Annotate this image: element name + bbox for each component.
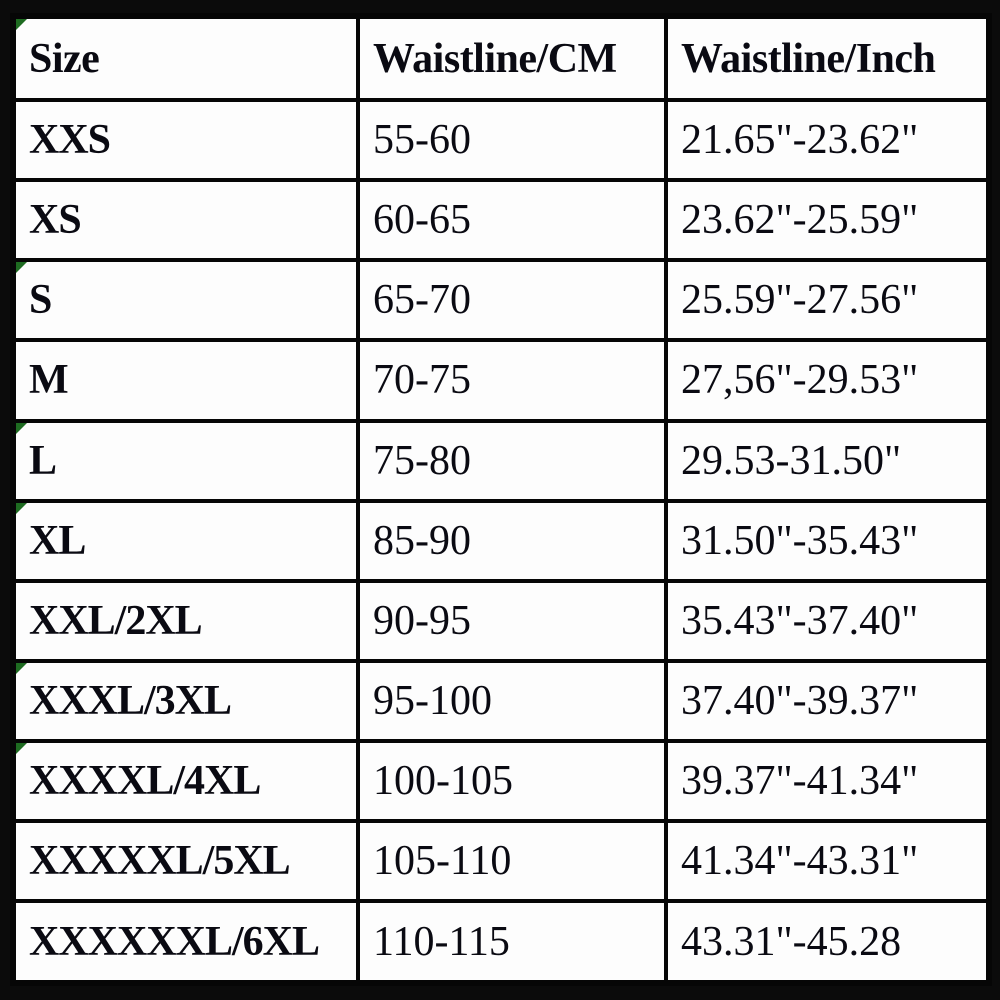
- size-cell: XL: [11, 498, 360, 583]
- table-row: XXL/2XL 90-95 35.43"-37.40": [11, 578, 991, 663]
- size-cell: XXL/2XL: [11, 578, 360, 663]
- table-row: XXXXXXL/6XL 110-115 43.31"-45.28: [11, 899, 991, 985]
- waistline-inch-cell: 35.43"-37.40": [664, 578, 991, 663]
- cell-corner-marker-icon: [17, 504, 27, 514]
- waistline-inch-cell: 37.40"-39.37": [664, 658, 991, 744]
- table-row: XXS 55-60 21.65"-23.62": [11, 97, 991, 183]
- cell-corner-marker-icon: [17, 664, 27, 674]
- size-label: XXXXXL/5XL: [29, 838, 291, 885]
- table-row: L 75-80 29.53-31.50": [11, 418, 991, 503]
- table-row: XXXXXL/5XL 105-110 41.34"-43.31": [11, 819, 991, 904]
- waistline-cm-cell: 85-90: [356, 498, 668, 583]
- waistline-inch-cell: 41.34"-43.31": [664, 819, 991, 904]
- cell-corner-marker-icon: [17, 745, 27, 754]
- waistline-cm-cell: 95-100: [356, 658, 668, 744]
- size-cell: L: [11, 418, 360, 503]
- waistline-inch-cell: 27,56"-29.53": [664, 338, 991, 423]
- waistline-cm-cell: 75-80: [356, 418, 668, 503]
- size-label: XXS: [29, 117, 111, 164]
- waistline-inch-cell: 25.59"-27.56": [664, 258, 991, 343]
- size-cell: XXXXXXL/6XL: [11, 899, 360, 985]
- size-label: XXXXXXL/6XL: [29, 918, 320, 965]
- waistline-cm-cell: 70-75: [356, 338, 668, 423]
- table-row: XXXL/3XL 95-100 37.40"-39.37": [11, 658, 991, 744]
- table-row: S 65-70 25.59"-27.56": [11, 258, 991, 343]
- table-row: XL 85-90 31.50"-35.43": [11, 498, 991, 583]
- size-label: XXXL/3XL: [29, 677, 232, 724]
- size-chart-table: Size Waistline/CM Waistline/Inch XXS 55-…: [10, 13, 992, 986]
- waistline-cm-cell: 55-60: [356, 97, 668, 183]
- waistline-cm-cell: 90-95: [356, 578, 668, 663]
- waistline-inch-cell: 39.37"-41.34": [664, 738, 991, 824]
- waistline-cm-column-header: Waistline/CM: [356, 14, 668, 102]
- waistline-cm-cell: 60-65: [356, 178, 668, 263]
- size-chart-sheet: Size Waistline/CM Waistline/Inch XXS 55-…: [10, 13, 992, 986]
- waistline-cm-cell: 65-70: [356, 258, 668, 343]
- size-cell: XXXXXL/5XL: [11, 819, 360, 904]
- size-cell: M: [11, 338, 360, 423]
- size-label: XS: [29, 197, 82, 244]
- waistline-inch-cell: 21.65"-23.62": [664, 97, 991, 183]
- size-label: XXL/2XL: [29, 597, 203, 644]
- table-row: M 70-75 27,56"-29.53": [11, 338, 991, 423]
- size-cell: XXXL/3XL: [11, 658, 360, 744]
- size-label: L: [29, 437, 57, 484]
- size-cell: XS: [11, 178, 360, 263]
- size-column-header-label: Size: [29, 35, 100, 82]
- size-label: S: [29, 277, 52, 324]
- waistline-inch-cell: 29.53-31.50": [664, 418, 991, 503]
- size-label: M: [29, 357, 69, 404]
- size-cell: XXS: [11, 97, 360, 183]
- size-label: XL: [29, 517, 86, 564]
- waistline-inch-column-header: Waistline/Inch: [664, 14, 991, 102]
- waistline-inch-cell: 31.50"-35.43": [664, 498, 991, 583]
- waistline-inch-cell: 23.62"-25.59": [664, 178, 991, 263]
- table-row: XXXXL/4XL 100-105 39.37"-41.34": [11, 738, 991, 824]
- cell-corner-marker-icon: [17, 264, 27, 274]
- cell-corner-marker-icon: [17, 424, 27, 434]
- waistline-inch-cell: 43.31"-45.28: [664, 899, 991, 985]
- cell-corner-marker-icon: [17, 20, 27, 30]
- size-cell: S: [11, 258, 360, 343]
- waistline-cm-cell: 105-110: [356, 819, 668, 904]
- size-label: XXXXL/4XL: [29, 758, 261, 805]
- size-column-header: Size: [11, 14, 360, 102]
- table-row: XS 60-65 23.62"-25.59": [11, 178, 991, 263]
- size-cell: XXXXL/4XL: [11, 738, 360, 824]
- waistline-inch-header-label: Waistline/Inch: [681, 35, 936, 82]
- waistline-cm-header-label: Waistline/CM: [373, 35, 617, 82]
- waistline-cm-cell: 100-105: [356, 738, 668, 824]
- header-row: Size Waistline/CM Waistline/Inch: [11, 14, 991, 102]
- waistline-cm-cell: 110-115: [356, 899, 668, 985]
